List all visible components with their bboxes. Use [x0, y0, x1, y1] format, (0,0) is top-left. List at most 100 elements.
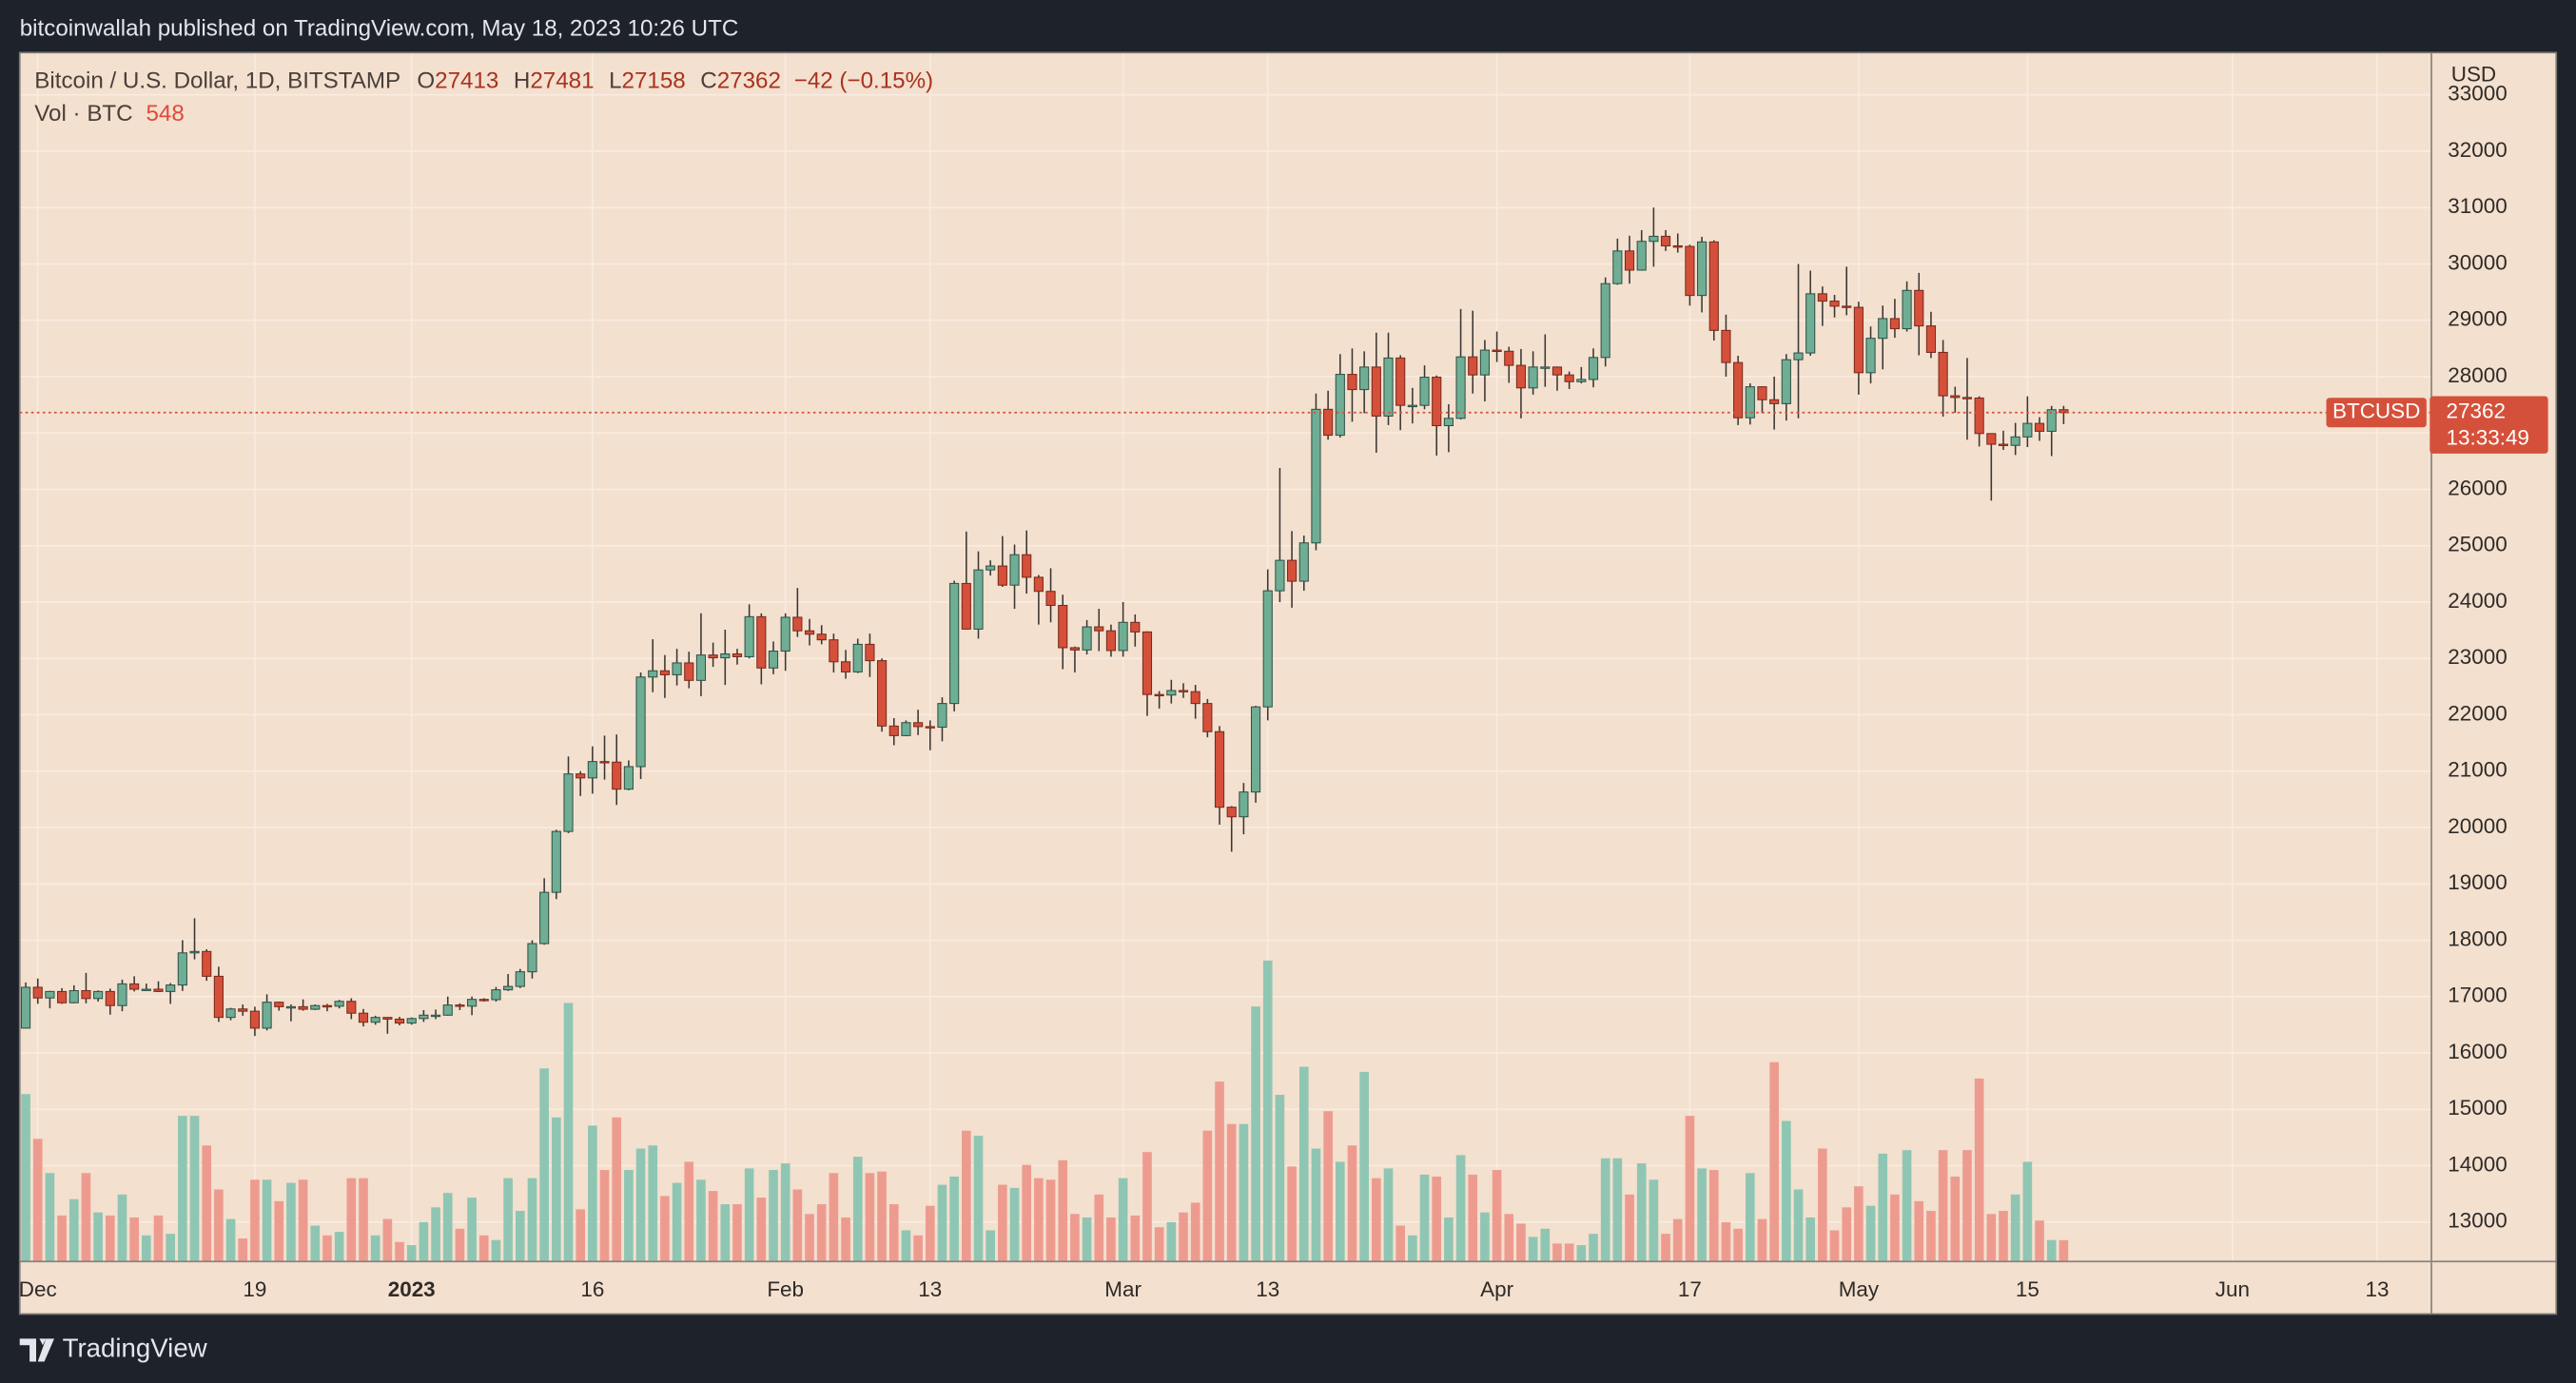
candle-body [129, 983, 140, 990]
volume-bar [1745, 1173, 1755, 1262]
candle-body [166, 984, 176, 992]
volume-bar [1938, 1150, 1948, 1262]
volume-bar [552, 1117, 561, 1262]
candle-body [1551, 366, 1563, 376]
candle-body [695, 654, 707, 681]
y-tick-label: 33000 [2448, 82, 2507, 106]
y-tick-label: 28000 [2448, 363, 2507, 387]
volume-bar [1878, 1153, 1888, 1262]
volume-bar [1528, 1237, 1538, 1262]
candle-body [1769, 399, 1780, 404]
candle-body [1998, 443, 2009, 446]
y-tick-label: 31000 [2448, 194, 2507, 218]
volume-bar [1576, 1245, 1587, 1262]
candle-body [274, 1002, 284, 1007]
candle-body [2034, 422, 2045, 432]
candle-body [1757, 386, 1767, 400]
volume-bar [805, 1214, 814, 1262]
candle-body [1576, 379, 1587, 382]
volume-bar [189, 1116, 200, 1262]
volume-bar [1311, 1148, 1321, 1262]
candle-body [1082, 626, 1092, 651]
candle-body [1142, 631, 1153, 695]
volume-bar [1239, 1123, 1249, 1262]
volume-bar [888, 1204, 899, 1262]
volume-bar [334, 1232, 344, 1262]
candle-body [1540, 366, 1551, 369]
candle-body [1009, 554, 1020, 586]
volume-bar [21, 1094, 30, 1262]
volume-bar [1769, 1062, 1779, 1262]
volume-bar [1190, 1202, 1200, 1262]
volume-bar [2046, 1239, 2057, 1262]
volume-bar [1202, 1130, 1213, 1262]
candle-body [177, 952, 187, 986]
volume-bar [238, 1238, 248, 1262]
candle-body [997, 565, 1007, 586]
legend: Bitcoin / U.S. Dollar, 1D, BITSTAMP O2741… [34, 68, 933, 127]
volume-bar [1600, 1158, 1610, 1262]
volume-bar [962, 1130, 971, 1262]
candle-body [2010, 436, 2020, 446]
candle-body [1214, 730, 1225, 808]
candle-body [840, 661, 851, 672]
volume-bar [1058, 1159, 1068, 1262]
volume-bar [1733, 1228, 1743, 1262]
volume-bar [214, 1189, 224, 1262]
legend-value: 27481 [530, 68, 594, 94]
candle-body [1347, 374, 1357, 391]
candle-body [1528, 366, 1538, 389]
y-tick-label: 19000 [2448, 870, 2507, 894]
candle-body [117, 983, 127, 1006]
candle-body [1504, 350, 1514, 366]
volume-bar [1106, 1217, 1116, 1262]
volume-bar [1383, 1168, 1394, 1262]
volume-bar [1926, 1211, 1936, 1262]
candle-body [1022, 554, 1032, 578]
x-tick-label: Feb [767, 1277, 804, 1301]
volume-bar [937, 1184, 947, 1262]
candle-body [1974, 397, 1984, 435]
volume-bar [250, 1179, 260, 1262]
candle-body [430, 1014, 441, 1018]
volume-bar [310, 1225, 321, 1262]
candle-body [1986, 433, 1997, 445]
volume-bar [624, 1170, 634, 1262]
volume-bar [1612, 1158, 1623, 1262]
candle-body [322, 1004, 333, 1008]
volume-bar [1395, 1225, 1405, 1262]
volume-bar [1793, 1189, 1804, 1262]
volume-bar [286, 1182, 296, 1262]
candle-body [1178, 690, 1189, 692]
candle-body [635, 676, 646, 768]
candle-body [1492, 349, 1502, 353]
candle-body [587, 761, 597, 779]
volume-bar [1974, 1078, 1984, 1262]
candle-body [1649, 235, 1659, 243]
volume-bar [1697, 1168, 1707, 1262]
volume-bar [346, 1178, 357, 1262]
candle-body [370, 1017, 381, 1023]
candle-body [1515, 364, 1527, 389]
last-price-box [2430, 396, 2548, 454]
x-tick-label: Dec [19, 1277, 57, 1301]
volume-bar [865, 1173, 875, 1262]
volume-bar [117, 1194, 127, 1262]
candle-body [189, 950, 200, 954]
volume-bar [720, 1204, 731, 1262]
candle-body [1914, 289, 1924, 327]
candle-body [804, 630, 815, 635]
candle-body [310, 1004, 321, 1010]
candle-body [949, 582, 960, 705]
volume-bar [1287, 1166, 1297, 1262]
volume-bar [708, 1191, 718, 1262]
volume-bar [1045, 1179, 1056, 1262]
volume-bar [1335, 1161, 1345, 1262]
volume-bar [1347, 1145, 1357, 1262]
candle-body [973, 569, 984, 630]
volume-bar [491, 1239, 501, 1262]
candle-body [563, 773, 574, 832]
volume-bar [1818, 1148, 1827, 1262]
plot [19, 207, 2432, 1262]
candle-body [1721, 329, 1731, 363]
